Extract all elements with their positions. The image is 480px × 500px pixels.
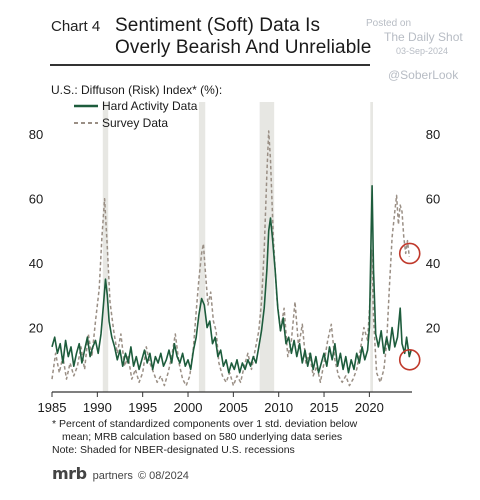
legend: U.S.: Diffuson (Risk) Index* (%): Hard A… (51, 83, 222, 130)
x-tick-label-2005: 2005 (219, 400, 248, 415)
highlight-circle-0 (398, 242, 421, 265)
highlight-circle-1 (398, 348, 421, 371)
y-tick-label-right-20: 20 (426, 321, 440, 336)
hard-activity-line (51, 185, 412, 374)
chart-subtitle: U.S.: Diffuson (Risk) Index* (%): (51, 83, 222, 97)
y-tick-label-left-80: 80 (29, 127, 43, 142)
y-tick-label-left-40: 40 (29, 256, 43, 271)
survey-data-line (51, 130, 411, 387)
footnote-line-1: * Percent of standardized components ove… (52, 418, 358, 430)
y-tick-label-right-60: 60 (426, 192, 440, 207)
x-tick-label-2010: 2010 (264, 400, 293, 415)
legend-label-hard: Hard Activity Data (102, 99, 198, 113)
x-tick-label-1995: 1995 (128, 400, 157, 415)
y-tick-label-right-80: 80 (426, 127, 440, 142)
chart-header: Chart 4 Sentiment (Soft) Data Is Overly … (0, 0, 480, 70)
chart-number-label: Chart 4 (51, 18, 101, 35)
brand-name: partners (92, 470, 133, 482)
title-divider (50, 64, 370, 66)
y-tick-label-left-60: 60 (29, 192, 43, 207)
footnote-line-1b: mean; MRB calculation based on 580 under… (62, 431, 343, 443)
series-lines (51, 130, 412, 387)
footnotes: * Percent of standardized components ove… (52, 418, 472, 457)
x-tick-label-1990: 1990 (83, 400, 112, 415)
y-tick-label-left-20: 20 (29, 321, 43, 336)
y-tick-label-right-40: 40 (426, 256, 440, 271)
x-tick-label-2020: 2020 (355, 400, 384, 415)
watermark-site: The Daily Shot (384, 30, 463, 44)
recession-shading (102, 102, 374, 392)
legend-label-survey: Survey Data (102, 116, 168, 130)
recession-band-0 (102, 102, 109, 392)
brand-date: © 08/2024 (138, 470, 189, 482)
chart-title-line-1: Sentiment (Soft) Data Is (115, 15, 321, 36)
brand-footer: mrb partners © 08/2024 (52, 464, 189, 483)
chart-title-line-2: Overly Bearish And Unreliable (115, 37, 372, 58)
mrb-logo: mrb (52, 464, 87, 483)
recession-band-2 (259, 102, 275, 392)
annotations (398, 242, 421, 371)
footnote-definition: * Percent of standardized components ove… (52, 418, 472, 444)
x-tick-label-2000: 2000 (174, 400, 203, 415)
watermark-date: 03-Sep-2024 (396, 46, 449, 56)
x-tick-label-1985: 1985 (38, 400, 67, 415)
watermark-posted: Posted on (366, 18, 412, 29)
x-tick-label-2015: 2015 (310, 400, 339, 415)
footnote-recession-note: Note: Shaded for NBER-designated U.S. re… (52, 444, 295, 456)
watermark-handle: @SoberLook (388, 68, 459, 82)
